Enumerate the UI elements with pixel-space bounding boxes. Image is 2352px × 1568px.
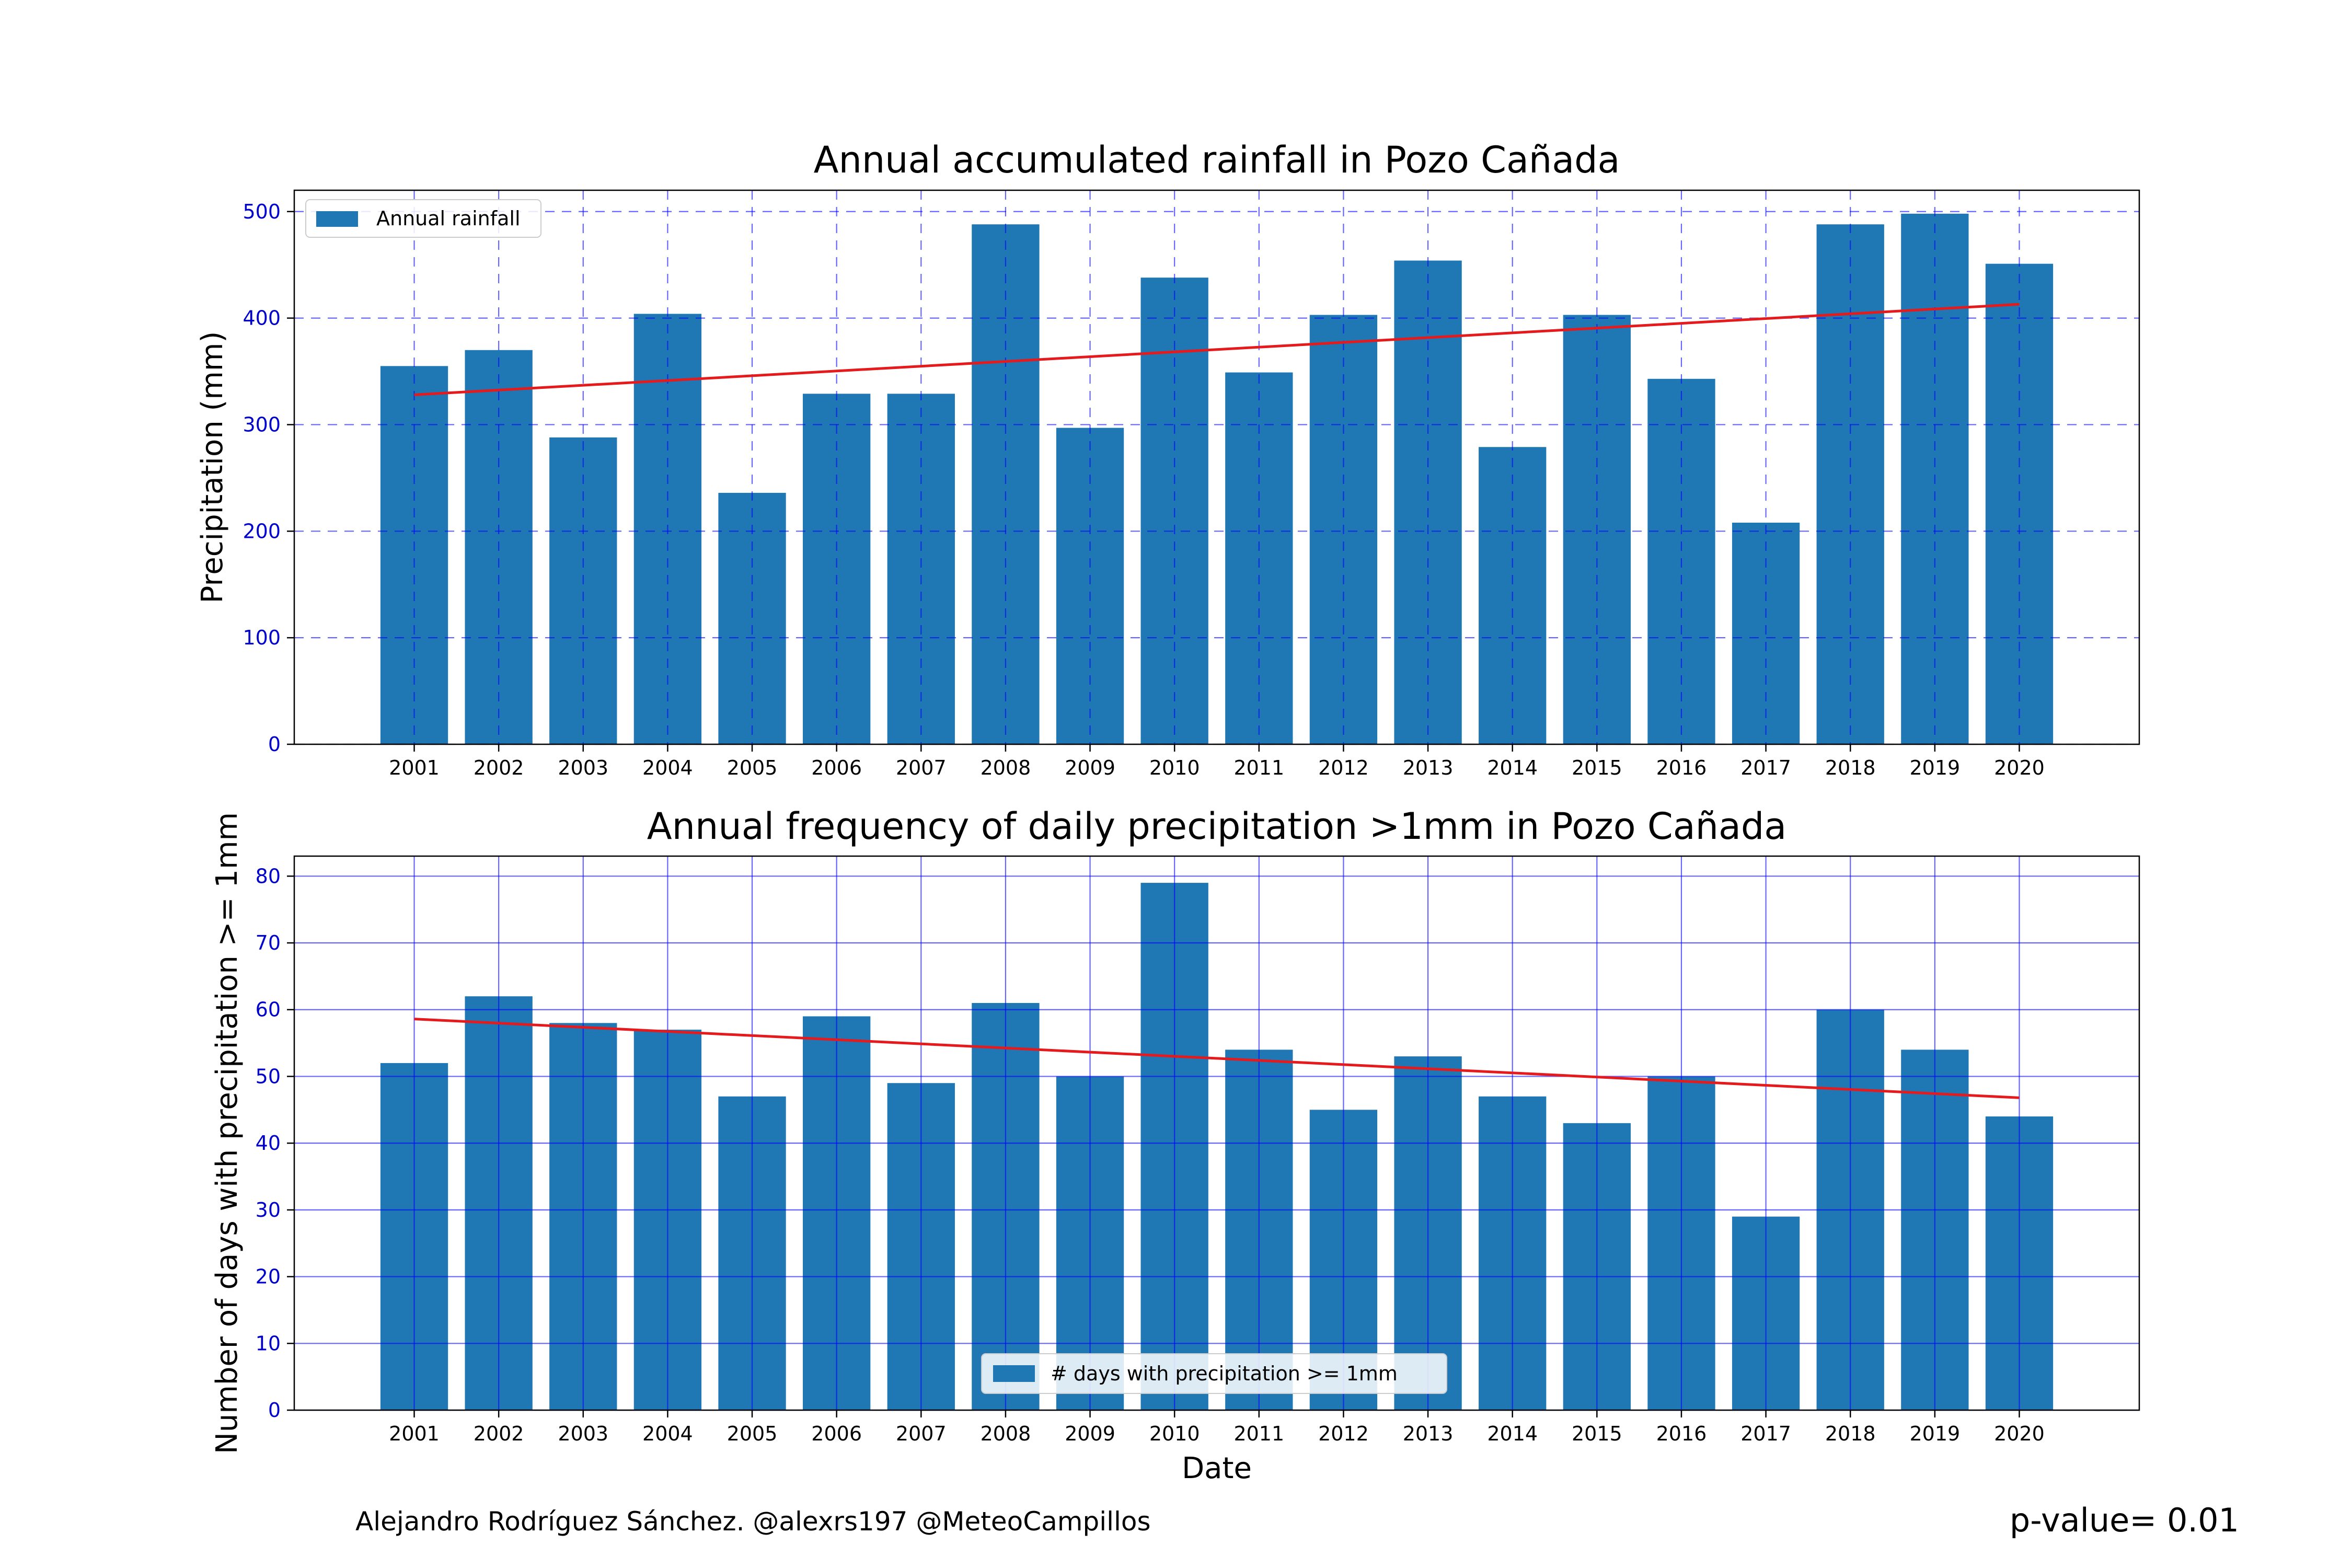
y-tick-label: 40	[256, 1132, 281, 1155]
x-tick-label: 2019	[1909, 1422, 1960, 1445]
x-tick-label: 2018	[1825, 1422, 1876, 1445]
x-axis-label: Date	[1182, 1451, 1252, 1485]
y-tick-label: 0	[268, 1399, 281, 1422]
bar-2005	[718, 492, 786, 744]
y-tick-label: 200	[243, 520, 281, 543]
x-tick-label: 2003	[558, 1422, 608, 1445]
x-tick-label: 2010	[1149, 1422, 1200, 1445]
legend: Annual rainfall	[305, 199, 541, 238]
x-tick-label: 2012	[1318, 756, 1369, 779]
x-tick-label: 2012	[1318, 1422, 1369, 1445]
y-tick-label: 70	[256, 931, 281, 954]
y-tick-label: 50	[256, 1065, 281, 1088]
chart-2: 0 10 20 30 40 50 60 70 80 2001 2002 2003 2004 2005 200…	[210, 805, 2140, 1485]
trend-line	[414, 303, 2020, 396]
y-tick-label: 30	[256, 1198, 281, 1221]
legend-swatch	[316, 211, 358, 227]
x-tick-label: 2004	[642, 756, 693, 779]
x-tick-label: 2010	[1149, 756, 1200, 779]
x-tick-label: 2007	[896, 756, 947, 779]
legend: # days with precipitation >= 1mm	[981, 1353, 1447, 1394]
x-tick-label: 2015	[1572, 756, 1622, 779]
x-tick-label: 2006	[811, 756, 862, 779]
x-tick-label: 2003	[558, 756, 608, 779]
axes-frame	[293, 189, 2140, 745]
bar-2020	[1985, 263, 2054, 745]
chart-title: Annual frequency of daily precipitation …	[647, 805, 1786, 848]
legend-box	[305, 199, 541, 238]
x-tick-label: 2011	[1233, 756, 1284, 779]
legend-swatch	[993, 1365, 1035, 1382]
x-tick-label: 2015	[1572, 1422, 1622, 1445]
bar-2001	[380, 366, 448, 744]
y-tick-label: 500	[243, 200, 281, 223]
y-tick-label: 10	[256, 1332, 281, 1355]
legend-label: # days with precipitation >= 1mm	[1051, 1362, 1398, 1385]
x-tick-label: 2018	[1825, 756, 1876, 779]
y-tick-label: 0	[268, 733, 281, 756]
legend-box	[981, 1353, 1447, 1394]
x-tick-label: 2016	[1656, 1422, 1707, 1445]
chart-title: Annual accumulated rainfall in Pozo Caña…	[814, 139, 1620, 181]
author-credit: Alejandro Rodríguez Sánchez. @alexrs197 …	[355, 1506, 1151, 1537]
x-tick-label: 2016	[1656, 756, 1707, 779]
p-value-text: p-value= 0.01	[2009, 1501, 2239, 1539]
chart-1: 0 100 200 300 400 500 2001 2002 2003 2004 2005 2006…	[195, 139, 2140, 779]
x-tick-label: 2011	[1233, 1422, 1284, 1445]
bar-2006	[803, 394, 871, 744]
y-axis-label: Precipitation (mm)	[195, 331, 229, 604]
x-tick-label: 2019	[1909, 756, 1960, 779]
x-tick-label: 2009	[1065, 1422, 1115, 1445]
y-tick-label: 80	[256, 864, 281, 887]
legend-label: Annual rainfall	[376, 207, 521, 230]
y-axis-label: Number of days with precipitation >= 1mm	[210, 812, 244, 1454]
x-tick-label: 2017	[1740, 756, 1791, 779]
x-tick-label: 2008	[981, 1422, 1031, 1445]
x-tick-label: 2013	[1403, 1422, 1454, 1445]
x-tick-label: 2005	[727, 756, 778, 779]
y-tick-label: 400	[243, 307, 281, 330]
bar-2007	[887, 394, 955, 744]
x-tick-label: 2020	[1994, 1422, 2045, 1445]
x-tick-label: 2001	[389, 1422, 440, 1445]
x-tick-label: 2014	[1487, 1422, 1538, 1445]
y-tick-label: 100	[243, 626, 281, 649]
x-tick-label: 2006	[811, 1422, 862, 1445]
y-tick-label: 20	[256, 1265, 281, 1288]
y-tick-label: 300	[243, 413, 281, 436]
trend-line	[414, 1018, 2020, 1099]
x-tick-label: 2002	[474, 1422, 524, 1445]
x-tick-label: 2005	[727, 1422, 778, 1445]
x-tick-label: 2004	[642, 1422, 693, 1445]
x-tick-label: 2008	[981, 756, 1031, 779]
x-tick-label: 2007	[896, 1422, 947, 1445]
x-tick-label: 2014	[1487, 756, 1538, 779]
x-tick-label: 2017	[1740, 1422, 1791, 1445]
axes-frame	[293, 855, 2140, 1411]
y-tick-label: 60	[256, 998, 281, 1021]
x-tick-label: 2020	[1994, 756, 2045, 779]
x-tick-label: 2013	[1403, 756, 1454, 779]
x-tick-label: 2009	[1065, 756, 1115, 779]
x-tick-label: 2001	[389, 756, 440, 779]
x-tick-label: 2002	[474, 756, 524, 779]
